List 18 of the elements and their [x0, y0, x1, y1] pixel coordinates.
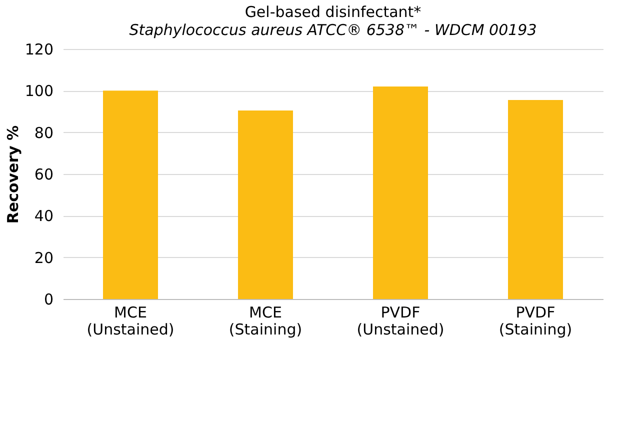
chart-title: Gel-based disinfectant* [244, 3, 422, 21]
x-tick-label: PVDF (Unstained) [356, 304, 444, 338]
x-tick-label: MCE (Staining) [228, 304, 302, 338]
y-tick-label: 120 [24, 40, 54, 58]
y-tick-label: 40 [34, 207, 54, 226]
bar [508, 100, 563, 299]
bar [373, 86, 428, 299]
y-tick-label: 80 [34, 124, 54, 142]
x-tick-label: PVDF (Staining) [498, 304, 572, 338]
bar [238, 110, 293, 299]
bar [103, 90, 158, 299]
x-tick-label: MCE (Unstained) [86, 304, 174, 338]
chart-subtitle: Staphylococcus aureus ATCC® 6538™ - WDCM 00193 [129, 21, 537, 39]
y-tick-label: 100 [24, 82, 54, 100]
y-axis-title: Recovery % [4, 125, 22, 224]
y-tick-label: 20 [34, 248, 54, 267]
y-tick-label: 0 [44, 290, 54, 308]
y-tick-label: 60 [34, 166, 54, 184]
